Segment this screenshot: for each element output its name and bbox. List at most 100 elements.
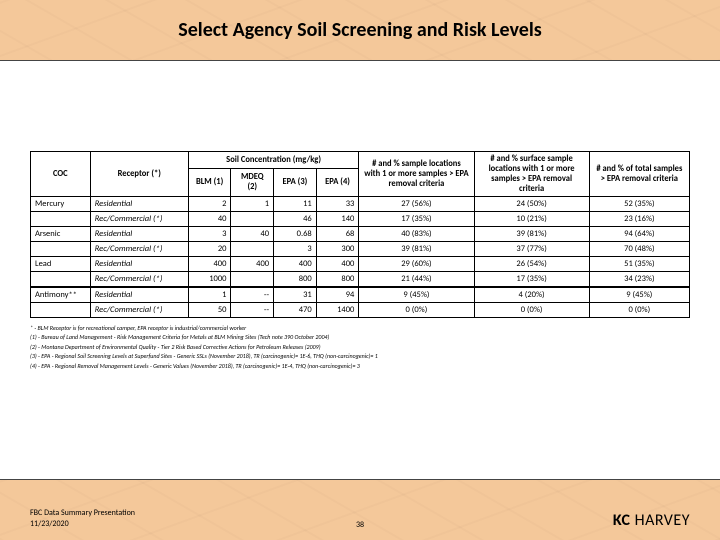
th-blm: BLM (1)	[188, 168, 231, 196]
cell: 51 (35%)	[589, 257, 689, 272]
cell: Rec/Commercial (*)	[90, 242, 188, 257]
th-surface-crit: # and % surface sample locations with 1 …	[474, 152, 589, 197]
cell: Lead	[31, 257, 91, 272]
cell: 400	[274, 257, 317, 272]
cell: 20	[188, 242, 231, 257]
page-number: 38	[356, 520, 364, 530]
footer: FBC Data Summary Presentation 11/23/2020…	[30, 508, 690, 530]
table-row: MercuryResidential21113327 (56%)24 (50%)…	[31, 197, 690, 212]
cell: 21 (44%)	[359, 272, 474, 288]
cell: 70 (48%)	[589, 242, 689, 257]
cell: 23 (16%)	[589, 212, 689, 227]
cell: 140	[316, 212, 359, 227]
cell: 34 (23%)	[589, 272, 689, 288]
table-row: Rec/Commercial (*)100080080021 (44%)17 (…	[31, 272, 690, 288]
content-band: COC Receptor (*) Soil Concentration (mg/…	[0, 60, 720, 480]
kc-harvey-logo: KC HARVEY	[613, 511, 690, 530]
logo-harvey: HARVEY	[635, 511, 690, 530]
cell: 27 (56%)	[359, 197, 474, 212]
table-wrap: COC Receptor (*) Soil Concentration (mg/…	[30, 151, 690, 318]
th-receptor: Receptor (*)	[90, 152, 188, 197]
th-epa3: EPA (3)	[274, 168, 317, 196]
cell: Rec/Commercial (*)	[90, 272, 188, 288]
cell: 94	[316, 287, 359, 303]
cell: 39 (81%)	[474, 227, 589, 242]
cell	[31, 272, 91, 288]
footer-caption: FBC Data Summary Presentation	[30, 508, 135, 519]
cell: Residential	[90, 227, 188, 242]
cell: 26 (54%)	[474, 257, 589, 272]
cell: 1	[231, 197, 274, 212]
cell: Residential	[90, 197, 188, 212]
slide-page: Select Agency Soil Screening and Risk Le…	[0, 0, 720, 540]
page-title: Select Agency Soil Screening and Risk Le…	[0, 18, 720, 42]
cell: 31	[274, 287, 317, 303]
cell: 11	[274, 197, 317, 212]
cell	[31, 303, 91, 318]
cell: 94 (64%)	[589, 227, 689, 242]
cell: --	[231, 287, 274, 303]
footnotes: * - BLM Receptor is for recreational cam…	[30, 324, 690, 371]
cell: 800	[274, 272, 317, 288]
risk-table: COC Receptor (*) Soil Concentration (mg/…	[30, 151, 690, 318]
footer-date: 11/23/2020	[30, 519, 135, 530]
cell	[231, 212, 274, 227]
footnote-line: (2) - Montana Department of Environmenta…	[30, 343, 690, 351]
cell: 17 (35%)	[474, 272, 589, 288]
th-sample-crit: # and % sample locations with 1 or more …	[359, 152, 474, 197]
footnote-line: * - BLM Receptor is for recreational cam…	[30, 324, 690, 332]
cell: 1000	[188, 272, 231, 288]
cell: 10 (21%)	[474, 212, 589, 227]
cell	[31, 242, 91, 257]
cell: 50	[188, 303, 231, 318]
th-coc: COC	[31, 152, 91, 197]
cell	[231, 242, 274, 257]
table-row: Rec/Commercial (*)50--47014000 (0%)0 (0%…	[31, 303, 690, 318]
th-spanner: Soil Concentration (mg/kg)	[188, 152, 359, 169]
cell: 1	[188, 287, 231, 303]
cell: Rec/Commercial (*)	[90, 212, 188, 227]
cell: Rec/Commercial (*)	[90, 303, 188, 318]
th-mdeq: MDEQ (2)	[231, 168, 274, 196]
cell: 800	[316, 272, 359, 288]
cell: 0 (0%)	[474, 303, 589, 318]
cell: 46	[274, 212, 317, 227]
cell: Residential	[90, 257, 188, 272]
cell: 3	[188, 227, 231, 242]
cell: 400	[316, 257, 359, 272]
cell: 470	[274, 303, 317, 318]
cell: 29 (60%)	[359, 257, 474, 272]
cell: 4 (20%)	[474, 287, 589, 303]
cell: 24 (50%)	[474, 197, 589, 212]
cell: 9 (45%)	[589, 287, 689, 303]
cell: 300	[316, 242, 359, 257]
cell: 3	[274, 242, 317, 257]
logo-kc: KC	[613, 511, 631, 530]
cell: Arsenic	[31, 227, 91, 242]
table-row: Rec/Commercial (*)40 4614017 (35%)10 (21%…	[31, 212, 690, 227]
cell: 40 (83%)	[359, 227, 474, 242]
cell: 17 (35%)	[359, 212, 474, 227]
cell: 40	[188, 212, 231, 227]
cell: 68	[316, 227, 359, 242]
cell: 400	[231, 257, 274, 272]
footnote-line: (4) - EPA - Regional Removal Management …	[30, 362, 690, 370]
table-row: Rec/Commercial (*)20330039 (81%)37 (77%)…	[31, 242, 690, 257]
cell: 1400	[316, 303, 359, 318]
footnote-line: (1) - Bureau of Land Management - Risk M…	[30, 333, 690, 341]
cell: Mercury	[31, 197, 91, 212]
cell: 0.68	[274, 227, 317, 242]
cell	[31, 212, 91, 227]
footnote-line: (3) - EPA - Regional Soil Screening Leve…	[30, 352, 690, 360]
table-row: ArsenicResidential3400.686840 (83%)39 (8…	[31, 227, 690, 242]
table-head: COC Receptor (*) Soil Concentration (mg/…	[31, 152, 690, 197]
cell: --	[231, 303, 274, 318]
table-row: Antimony**Residential1--3194 9 (45%)4 (20…	[31, 287, 690, 303]
th-epa4: EPA (4)	[316, 168, 359, 196]
cell: 40	[231, 227, 274, 242]
table-body: MercuryResidential21113327 (56%)24 (50%)…	[31, 197, 690, 318]
cell: 0 (0%)	[359, 303, 474, 318]
cell: Antimony**	[31, 287, 91, 303]
cell: 400	[188, 257, 231, 272]
cell: Residential	[90, 287, 188, 303]
